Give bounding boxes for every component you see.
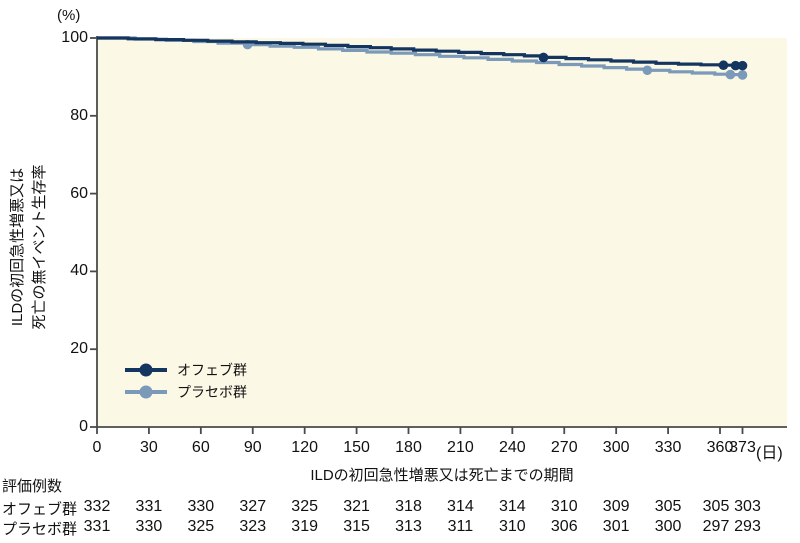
x-tick-label: 180 xyxy=(395,439,422,456)
risk-count-cell: 297 xyxy=(702,518,730,535)
risk-table-header: 評価例数 xyxy=(2,478,63,495)
risk-count-cell: 305 xyxy=(654,498,682,515)
legend-label-placebo: プラセボ群 xyxy=(177,384,247,400)
y-axis-title-line1: ILDの初回急性増悪又は xyxy=(9,167,26,327)
censor-mark-ofev xyxy=(737,60,748,71)
legend-item-ofev: オフェブ群 xyxy=(124,359,247,381)
x-tick-label: 300 xyxy=(602,439,630,456)
y-axis-title: ILDの初回急性増悪又は 死亡の無イベント生存率 xyxy=(7,155,51,339)
risk-count-cell: 310 xyxy=(550,498,578,515)
censor-mark-placebo xyxy=(642,65,653,76)
x-tick-label: 150 xyxy=(343,439,370,456)
risk-count-cell: 309 xyxy=(602,498,630,515)
risk-count-cell: 332 xyxy=(83,498,111,515)
plot-background xyxy=(97,38,787,427)
risk-count-cell: 321 xyxy=(343,498,370,515)
legend-marker-ofev-icon xyxy=(125,363,167,377)
x-tick-label: 373 xyxy=(729,439,756,456)
risk-row-label-ofev: オフェブ群 xyxy=(2,501,78,518)
legend-marker-placebo-icon xyxy=(125,385,167,399)
censor-mark-ofev xyxy=(538,52,549,63)
risk-count-cell: 318 xyxy=(395,498,422,515)
y-tick-label: 100 xyxy=(61,29,88,46)
x-tick-label: 330 xyxy=(654,439,682,456)
censor-mark-placebo xyxy=(725,69,736,80)
x-tick-label: 210 xyxy=(447,439,474,456)
risk-row-label-placebo: プラセボ群 xyxy=(2,521,78,538)
risk-count-cell: 305 xyxy=(702,498,730,515)
risk-count-cell: 293 xyxy=(734,518,761,535)
y-tick-label: 0 xyxy=(79,418,88,435)
y-axis-unit-label: (%) xyxy=(57,7,81,24)
risk-count-cell: 315 xyxy=(343,518,370,535)
risk-count-cell: 303 xyxy=(734,498,761,515)
series-line-ofev xyxy=(97,36,745,67)
risk-count-cell: 310 xyxy=(498,518,526,535)
censor-mark-ofev xyxy=(730,60,741,71)
risk-count-cell: 314 xyxy=(498,498,526,515)
risk-count-cell: 311 xyxy=(447,518,474,535)
risk-count-cell: 330 xyxy=(187,498,215,515)
x-tick-label: 240 xyxy=(498,439,526,456)
y-tick-label: 20 xyxy=(70,340,88,358)
legend-label-ofev: オフェブ群 xyxy=(177,362,247,378)
y-tick-label: 80 xyxy=(70,106,88,124)
y-tick-label: 60 xyxy=(70,184,88,202)
risk-count-cell: 323 xyxy=(239,518,267,535)
risk-count-cell: 331 xyxy=(135,498,163,515)
censor-mark-placebo xyxy=(737,70,748,80)
risk-count-cell: 301 xyxy=(602,518,630,535)
risk-count-cell: 331 xyxy=(83,518,111,535)
x-tick-label: 360 xyxy=(706,439,734,456)
x-tick-label: 120 xyxy=(291,439,318,456)
x-tick-label: 30 xyxy=(140,439,158,456)
legend-item-placebo: プラセボ群 xyxy=(124,381,247,403)
censor-mark-ofev xyxy=(718,60,729,71)
x-tick-label: 90 xyxy=(243,439,262,456)
risk-count-cell: 313 xyxy=(395,518,422,535)
risk-count-cell: 300 xyxy=(654,518,682,535)
risk-count-cell: 325 xyxy=(291,498,318,515)
risk-count-cell: 306 xyxy=(550,518,578,535)
x-tick-label: 270 xyxy=(550,439,578,456)
x-tick-label: 0 xyxy=(92,439,102,456)
risk-count-cell: 327 xyxy=(239,498,267,515)
y-axis-title-line2: 死亡の無イベント生存率 xyxy=(30,164,48,330)
risk-count-cell: 330 xyxy=(135,518,163,535)
x-axis-title: ILDの初回急性増悪又は死亡までの期間 xyxy=(310,467,574,484)
risk-count-cell: 325 xyxy=(187,518,215,535)
risk-count-cell: 319 xyxy=(291,518,318,535)
legend: オフェブ群 プラセボ群 xyxy=(124,359,247,403)
x-axis-unit-label: (日) xyxy=(756,445,783,462)
y-tick-label: 40 xyxy=(70,262,88,280)
x-tick-label: 60 xyxy=(191,439,210,456)
risk-count-cell: 314 xyxy=(447,498,474,515)
